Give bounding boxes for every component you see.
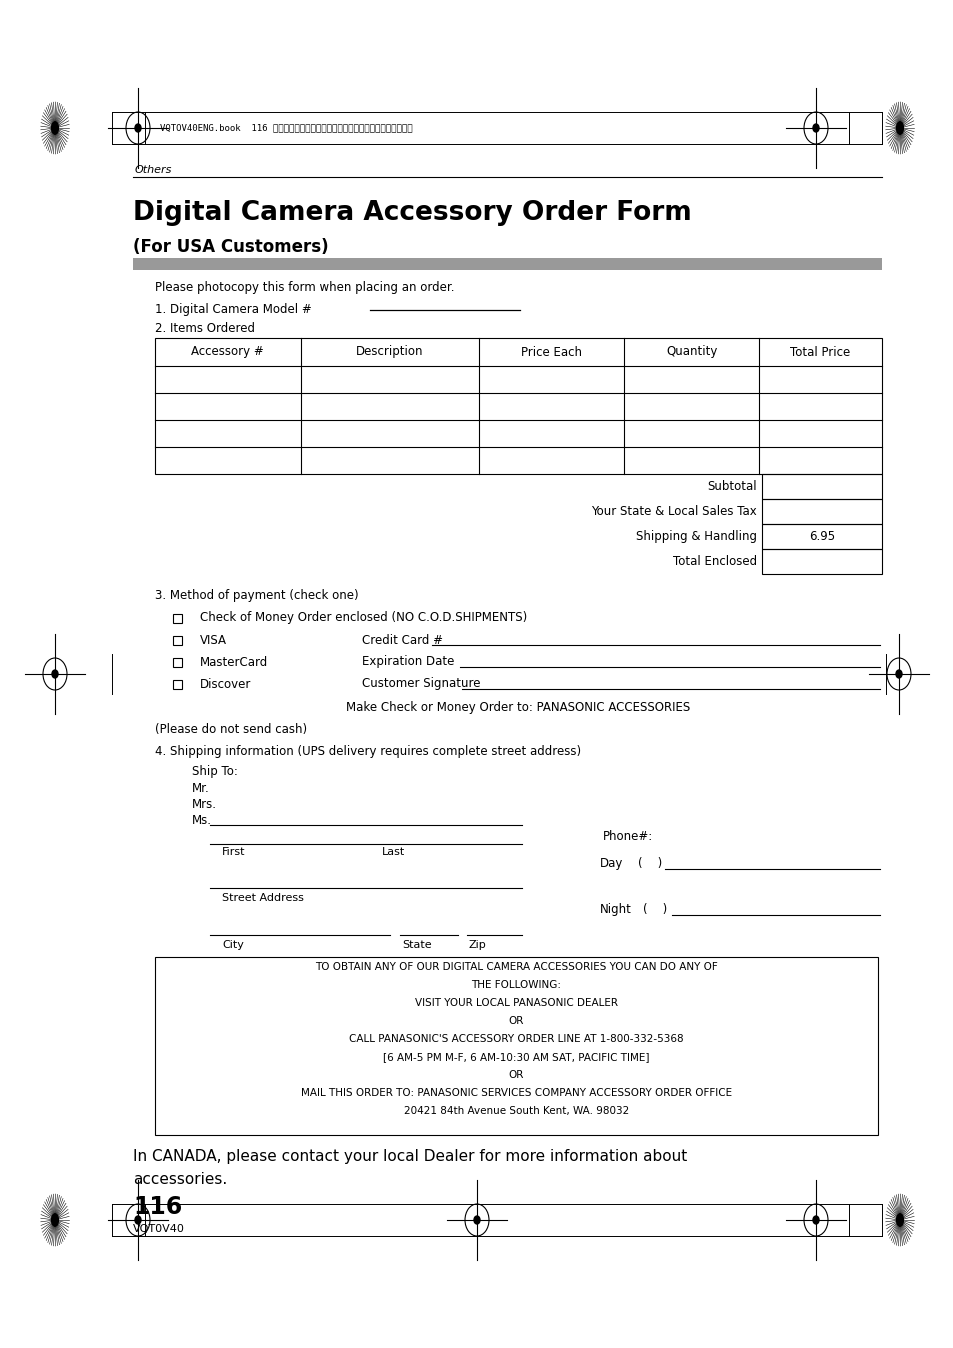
Text: [6 AM-5 PM M-F, 6 AM-10:30 AM SAT, PACIFIC TIME]: [6 AM-5 PM M-F, 6 AM-10:30 AM SAT, PACIF… [383,1051,649,1062]
Bar [173,658,182,666]
Text: Check of Money Order enclosed (NO C.O.D.SHIPMENTS): Check of Money Order enclosed (NO C.O.D.… [200,612,527,624]
Bar [173,635,182,644]
Ellipse shape [52,670,58,678]
Text: Shipping & Handling: Shipping & Handling [636,530,757,543]
Text: Quantity: Quantity [665,345,717,359]
Bar [173,613,182,623]
Text: VQT0V40: VQT0V40 [132,1224,185,1233]
Text: Mrs.: Mrs. [192,798,216,810]
Text: VISA: VISA [200,634,227,647]
Text: accessories.: accessories. [132,1171,227,1186]
Text: Please photocopy this form when placing an order.: Please photocopy this form when placing … [154,282,454,294]
Bar [761,499,882,524]
Text: THE FOLLOWING:: THE FOLLOWING: [471,980,561,989]
Ellipse shape [812,1216,818,1224]
Text: 2. Items Ordered: 2. Items Ordered [154,322,254,334]
Text: Accessory #: Accessory # [192,345,264,359]
Text: Phone#:: Phone#: [602,829,653,842]
Bar [132,257,882,270]
Bar [154,957,877,1135]
Text: Expiration Date: Expiration Date [361,655,454,669]
Text: Subtotal: Subtotal [706,480,757,493]
Text: 116: 116 [132,1194,182,1219]
Text: MasterCard: MasterCard [200,655,268,669]
Ellipse shape [896,121,902,135]
Text: 6.95: 6.95 [808,530,834,543]
Text: Zip: Zip [469,940,486,950]
Ellipse shape [896,1213,902,1227]
Text: OR: OR [508,1016,523,1026]
Text: (    ): ( ) [642,903,666,917]
Ellipse shape [895,670,901,678]
Text: VQTOV40ENG.book  116 ページ　２００６年２月２７日　月曜日　午後１時１９分: VQTOV40ENG.book 116 ページ ２００６年２月２７日 月曜日 午… [160,124,413,132]
Text: Your State & Local Sales Tax: Your State & Local Sales Tax [591,506,757,518]
Text: Night: Night [599,903,631,917]
Text: MAIL THIS ORDER TO: PANASONIC SERVICES COMPANY ACCESSORY ORDER OFFICE: MAIL THIS ORDER TO: PANASONIC SERVICES C… [300,1088,731,1099]
Bar [761,524,882,549]
Ellipse shape [135,124,141,132]
Bar [761,474,882,499]
Text: (For USA Customers): (For USA Customers) [132,239,328,256]
Ellipse shape [135,1216,141,1224]
Text: Discover: Discover [200,678,251,690]
Text: (    ): ( ) [638,857,661,871]
Text: Street Address: Street Address [222,892,304,903]
Text: Ship To:: Ship To: [192,766,237,779]
Text: Digital Camera Accessory Order Form: Digital Camera Accessory Order Form [132,200,691,226]
Text: First: First [222,847,245,857]
Text: Customer Signature: Customer Signature [361,678,480,690]
Text: OR: OR [508,1070,523,1080]
Text: Make Check or Money Order to: PANASONIC ACCESSORIES: Make Check or Money Order to: PANASONIC … [346,701,689,714]
Text: Description: Description [355,345,423,359]
Text: In CANADA, please contact your local Dealer for more information about: In CANADA, please contact your local Dea… [132,1150,686,1165]
Ellipse shape [51,1213,58,1227]
Ellipse shape [474,1216,479,1224]
Text: Day: Day [599,857,622,871]
Text: Others: Others [135,164,172,175]
Bar [173,679,182,689]
Text: Last: Last [381,847,405,857]
Text: (Please do not send cash): (Please do not send cash) [154,724,307,736]
Text: TO OBTAIN ANY OF OUR DIGITAL CAMERA ACCESSORIES YOU CAN DO ANY OF: TO OBTAIN ANY OF OUR DIGITAL CAMERA ACCE… [314,962,717,972]
Text: Price Each: Price Each [520,345,581,359]
Text: VISIT YOUR LOCAL PANASONIC DEALER: VISIT YOUR LOCAL PANASONIC DEALER [415,998,618,1008]
Text: City: City [222,940,244,950]
Text: 1. Digital Camera Model #: 1. Digital Camera Model # [154,303,312,317]
Text: Ms.: Ms. [192,813,212,826]
Text: 20421 84th Avenue South Kent, WA. 98032: 20421 84th Avenue South Kent, WA. 98032 [403,1105,628,1116]
Text: Total Price: Total Price [789,345,850,359]
Ellipse shape [51,121,58,135]
Text: Mr.: Mr. [192,782,210,794]
Text: 3. Method of payment (check one): 3. Method of payment (check one) [154,589,358,603]
Bar [154,338,882,474]
Text: Total Enclosed: Total Enclosed [672,555,757,568]
Ellipse shape [812,124,818,132]
Text: CALL PANASONIC'S ACCESSORY ORDER LINE AT 1-800-332-5368: CALL PANASONIC'S ACCESSORY ORDER LINE AT… [349,1034,683,1043]
Text: Credit Card #: Credit Card # [361,634,442,647]
Text: 4. Shipping information (UPS delivery requires complete street address): 4. Shipping information (UPS delivery re… [154,745,580,759]
Bar [761,549,882,574]
Text: State: State [401,940,431,950]
